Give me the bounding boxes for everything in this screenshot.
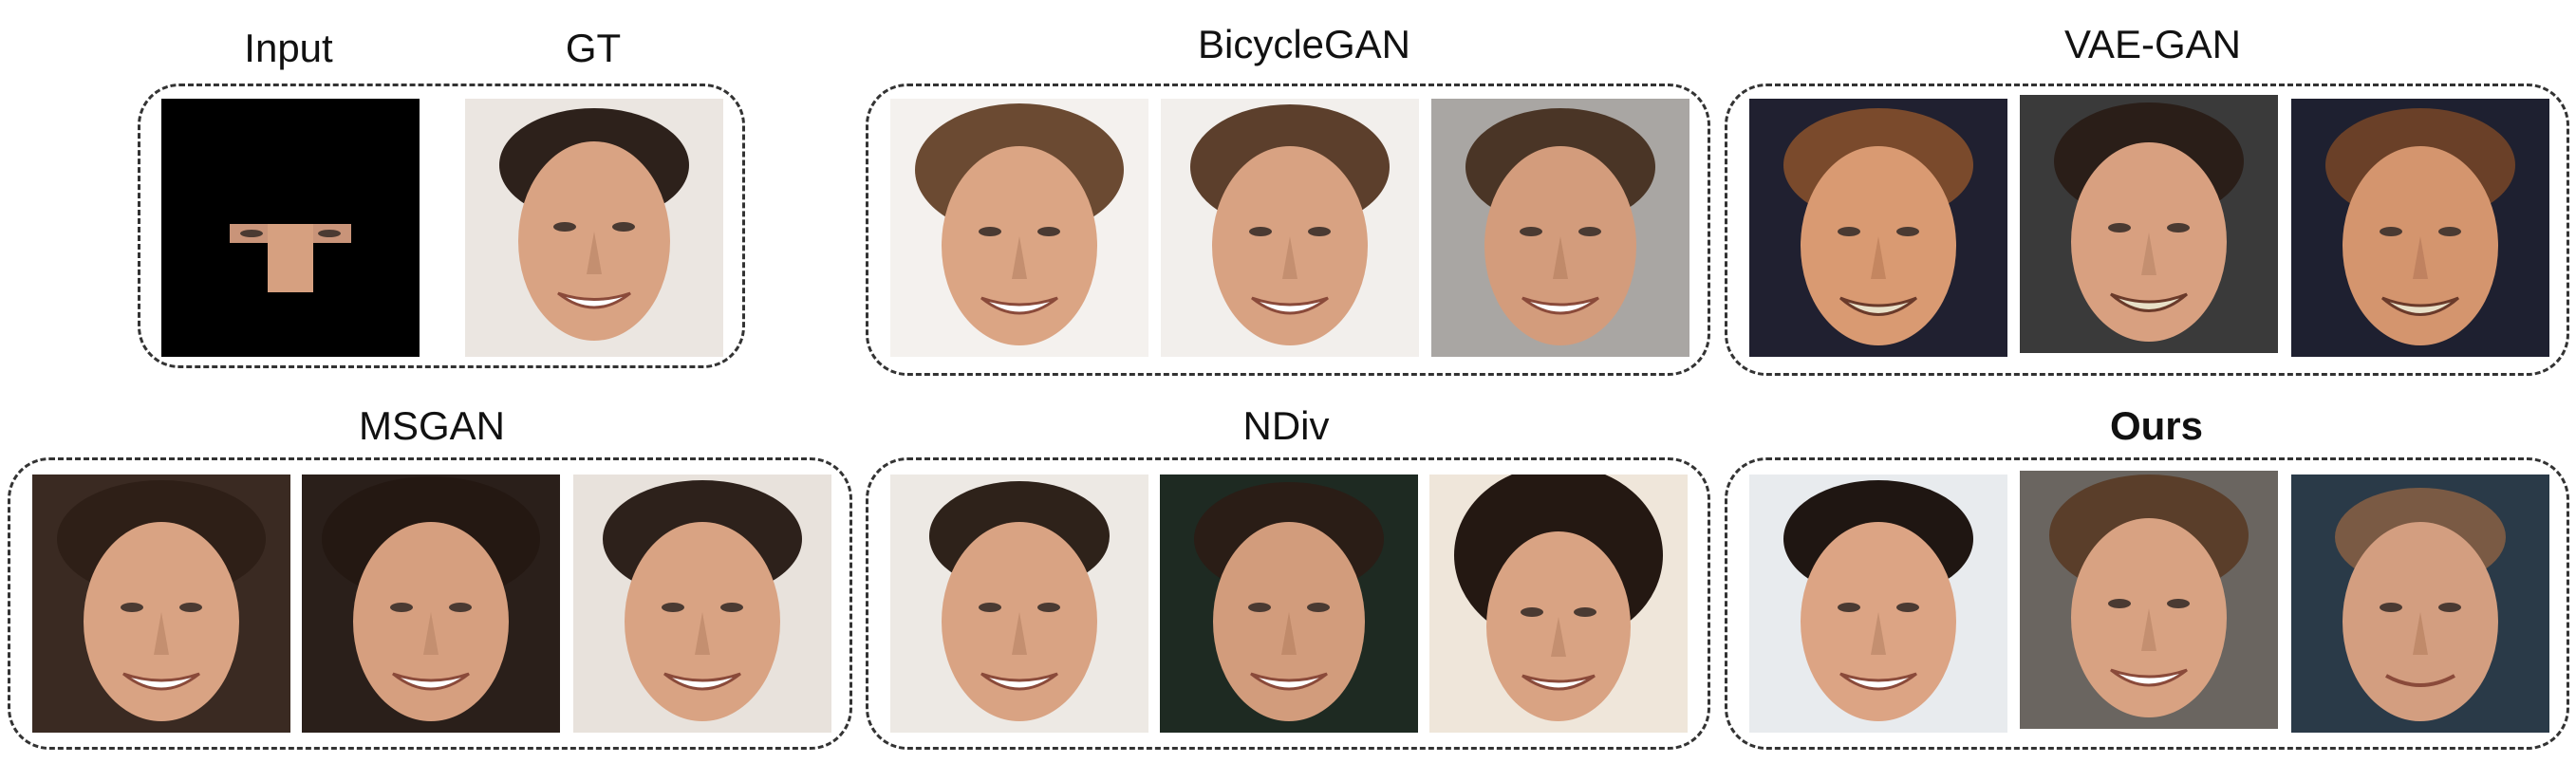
ndiv-image-1 (890, 475, 1148, 733)
vaegan-image-2 (2020, 95, 2278, 353)
group-msgan (8, 457, 852, 750)
group-bicyclegan (866, 84, 1710, 376)
group-ndiv (866, 457, 1710, 750)
ours-image-1 (1749, 475, 2007, 733)
label-vaegan: VAE-GAN (2064, 22, 2241, 66)
ours-image-2 (2020, 471, 2278, 729)
label-bicyclegan: BicycleGAN (1197, 22, 1411, 66)
vaegan-image-1 (1749, 99, 2007, 357)
label-ours: Ours (2109, 403, 2204, 448)
msgan-image-2 (302, 475, 560, 733)
label-gt: GT (565, 26, 622, 70)
msgan-image-3 (573, 475, 831, 733)
group-ours (1725, 457, 2569, 750)
bicyclegan-image-1 (890, 99, 1148, 357)
input-image (161, 99, 420, 357)
label-ndiv: NDiv (1242, 403, 1330, 448)
label-input: Input (244, 26, 333, 70)
ndiv-image-3 (1429, 475, 1688, 733)
group-vaegan (1725, 84, 2569, 376)
vaegan-image-3 (2291, 99, 2549, 357)
ours-image-3 (2291, 475, 2549, 733)
ndiv-image-2 (1160, 475, 1418, 733)
bicyclegan-image-3 (1431, 99, 1689, 357)
msgan-image-1 (32, 475, 290, 733)
gt-image (465, 99, 723, 357)
label-msgan: MSGAN (358, 403, 506, 448)
group-input-gt (138, 84, 745, 368)
bicyclegan-image-2 (1161, 99, 1419, 357)
